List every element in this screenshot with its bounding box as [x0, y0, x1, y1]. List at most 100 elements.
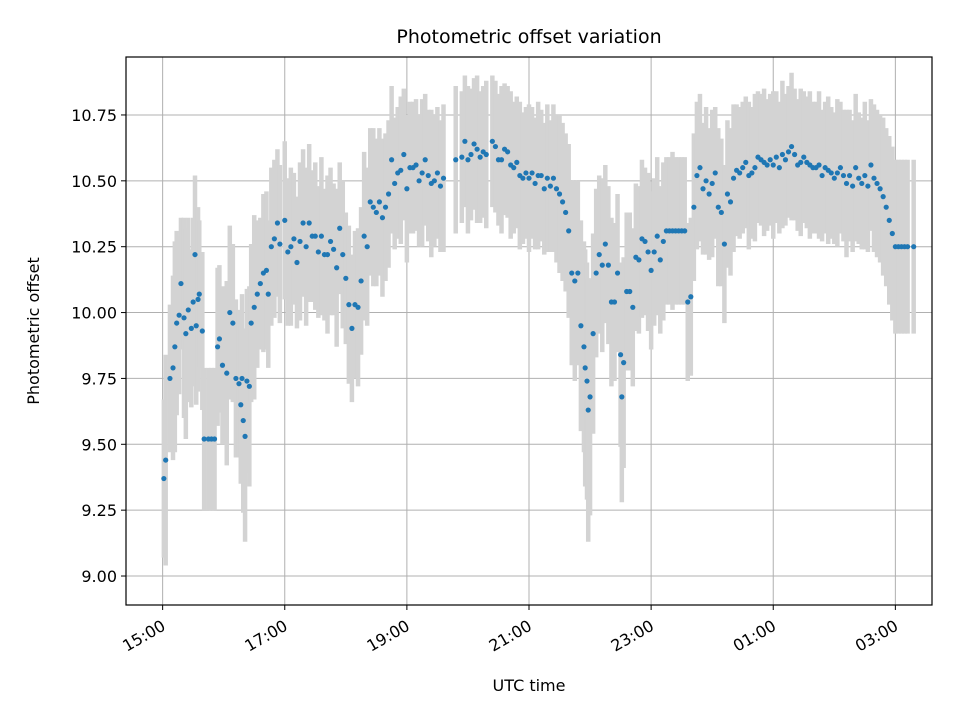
data-point: [303, 244, 309, 250]
data-point: [257, 280, 263, 287]
data-point: [584, 378, 590, 384]
data-point: [346, 302, 352, 308]
data-point: [520, 175, 526, 181]
data-point: [238, 402, 244, 408]
data-point: [291, 236, 297, 242]
data-point: [358, 278, 364, 284]
data-point: [645, 249, 651, 255]
data-point: [523, 170, 529, 176]
x-tick-label: 23:00: [608, 616, 657, 656]
data-point: [724, 191, 731, 197]
data-point: [837, 165, 844, 171]
data-point: [277, 241, 283, 247]
data-point: [553, 186, 560, 192]
y-axis-label: Photometric offset: [24, 257, 43, 405]
data-point: [498, 157, 505, 163]
data-point: [422, 157, 428, 163]
data-point: [271, 236, 277, 242]
data-point: [492, 143, 499, 150]
data-point: [703, 178, 709, 184]
data-point: [715, 204, 721, 210]
data-point: [862, 172, 868, 179]
data-point: [176, 312, 182, 318]
error-bars: [161, 72, 916, 566]
data-point: [582, 365, 588, 371]
data-point: [654, 233, 660, 239]
data-point: [856, 175, 862, 181]
data-point: [880, 194, 886, 200]
data-point: [370, 204, 376, 210]
data-point: [318, 233, 324, 239]
data-point: [831, 175, 837, 181]
data-point: [569, 270, 575, 276]
data-point: [642, 238, 648, 245]
data-point: [201, 436, 207, 442]
data-point: [337, 225, 343, 231]
data-point: [483, 151, 489, 158]
data-point: [697, 165, 703, 171]
data-point: [709, 180, 715, 187]
data-point: [382, 204, 389, 210]
data-point: [700, 186, 706, 192]
data-point: [471, 141, 477, 147]
data-point: [274, 220, 281, 226]
data-point: [227, 309, 233, 316]
data-points: [161, 138, 917, 482]
y-tick-label: 9.25: [81, 501, 117, 520]
x-tick-label: 21:00: [486, 616, 535, 656]
data-point: [798, 159, 804, 165]
data-point: [236, 381, 242, 387]
data-point: [816, 162, 822, 168]
data-point: [379, 215, 386, 221]
data-point: [819, 172, 825, 179]
data-point: [419, 170, 425, 176]
data-point: [688, 294, 694, 300]
data-point: [877, 186, 883, 192]
data-point: [886, 217, 892, 223]
data-point: [199, 328, 205, 334]
data-point: [660, 238, 666, 245]
data-point: [572, 278, 578, 284]
data-point: [172, 344, 178, 350]
y-tick-label: 10.75: [71, 106, 117, 125]
data-point: [706, 191, 712, 197]
data-point: [682, 228, 688, 234]
data-point: [190, 299, 196, 305]
data-point: [578, 323, 584, 329]
data-point: [648, 267, 654, 274]
x-tick-label: 01:00: [730, 616, 779, 656]
data-point: [389, 157, 395, 163]
data-point: [416, 178, 422, 184]
data-point: [721, 241, 727, 247]
data-point: [263, 267, 270, 274]
x-tick-label: 15:00: [119, 616, 168, 656]
data-point: [853, 165, 859, 171]
data-point: [559, 199, 566, 205]
data-point: [776, 165, 782, 171]
data-point: [764, 162, 770, 168]
data-point: [181, 315, 187, 321]
data-point: [242, 433, 248, 439]
data-point: [282, 217, 288, 223]
data-point: [801, 154, 807, 160]
data-point: [547, 183, 553, 189]
data-point: [630, 304, 636, 310]
data-point: [239, 375, 245, 382]
data-point: [871, 175, 877, 181]
data-point: [611, 299, 618, 305]
data-point: [373, 209, 379, 216]
data-point: [868, 162, 874, 168]
data-point: [170, 365, 176, 371]
data-point: [440, 175, 447, 181]
data-point: [219, 362, 226, 368]
y-tick-label: 9.00: [81, 567, 117, 586]
data-point: [477, 154, 483, 160]
y-tick-label: 10.00: [71, 304, 117, 323]
data-point: [556, 191, 563, 197]
data-point: [788, 143, 795, 150]
data-point: [398, 167, 404, 173]
data-point: [413, 162, 419, 168]
data-point: [581, 344, 587, 350]
data-point: [737, 170, 743, 176]
